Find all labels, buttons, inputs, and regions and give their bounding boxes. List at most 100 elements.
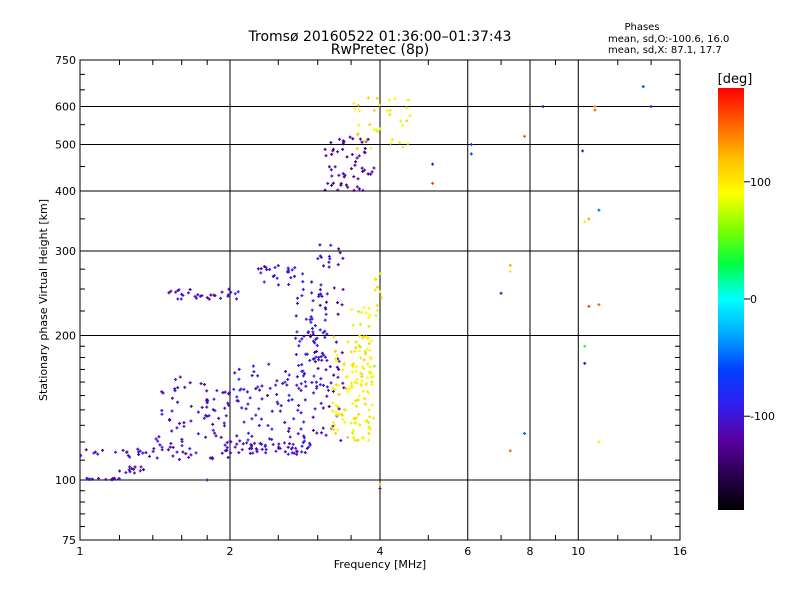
echo-point <box>302 372 306 376</box>
echo-point <box>295 383 299 387</box>
echo-point <box>368 365 372 369</box>
echo-point <box>364 420 368 424</box>
echo-point <box>260 384 264 388</box>
echo-point <box>275 392 279 396</box>
echo-point <box>330 174 334 178</box>
echo-point <box>358 334 362 338</box>
echo-point <box>342 140 346 144</box>
echo-point <box>401 145 405 149</box>
echo-point <box>211 457 215 461</box>
echo-point <box>324 300 328 304</box>
echo-point <box>368 349 372 353</box>
echo-point <box>353 399 357 403</box>
y-tick-label: 600 <box>55 101 76 114</box>
echo-point <box>469 152 473 156</box>
echo-point <box>308 318 312 322</box>
echo-point <box>160 412 164 416</box>
echo-point <box>333 165 337 169</box>
echo-point <box>341 381 345 385</box>
echo-point <box>297 404 301 408</box>
echo-point <box>338 251 342 255</box>
echo-point <box>375 128 379 132</box>
y-tick-label: 300 <box>55 245 76 258</box>
echo-point <box>323 147 327 151</box>
echo-point <box>121 448 125 452</box>
echo-point <box>334 410 338 414</box>
echo-point <box>238 439 242 443</box>
echo-point <box>308 443 312 447</box>
y-tick-label: 200 <box>55 330 76 343</box>
echo-point <box>254 387 258 391</box>
echo-point <box>226 401 230 405</box>
echo-point <box>357 154 361 158</box>
echo-point <box>329 243 333 247</box>
echo-point <box>313 324 317 328</box>
echo-point <box>306 445 310 449</box>
echo-point <box>250 374 254 378</box>
echo-point <box>80 454 82 458</box>
y-tick-label: 100 <box>55 474 76 487</box>
echo-point <box>326 181 330 185</box>
echo-point <box>268 386 272 390</box>
echo-point <box>174 378 178 382</box>
echo-point <box>292 417 296 421</box>
echo-point <box>341 287 345 291</box>
echo-point <box>366 137 370 141</box>
echo-point <box>196 293 200 297</box>
echo-point <box>249 445 253 449</box>
echo-point <box>154 437 158 441</box>
echo-point <box>215 389 219 393</box>
echo-point <box>304 384 308 388</box>
echo-point <box>335 365 339 369</box>
echo-point <box>156 439 160 443</box>
echo-point <box>359 356 363 360</box>
echo-point <box>286 445 290 449</box>
echo-point <box>130 467 134 471</box>
echo-point <box>241 442 245 446</box>
echo-point <box>293 266 297 270</box>
echo-point <box>246 402 250 406</box>
echo-point <box>362 335 366 339</box>
echo-point <box>299 388 303 392</box>
echo-point <box>128 470 132 474</box>
echo-point <box>362 436 366 440</box>
echo-point <box>311 428 315 432</box>
echo-point <box>331 181 335 185</box>
echo-point <box>321 426 325 430</box>
echo-point <box>229 290 233 294</box>
echo-point <box>353 421 357 425</box>
echo-point <box>338 137 342 141</box>
echo-point <box>204 435 208 439</box>
echo-point <box>253 441 257 445</box>
echo-point <box>320 358 324 362</box>
echo-point <box>313 351 317 355</box>
echo-point <box>358 345 362 349</box>
echo-point <box>227 403 231 407</box>
echo-point <box>388 113 392 117</box>
echo-point <box>85 476 89 480</box>
echo-point <box>355 381 359 385</box>
chart-title: Tromsø 20160522 01:36:00–01:37:43 <box>248 29 512 45</box>
echo-point <box>336 188 340 192</box>
echo-point <box>183 385 187 389</box>
echo-point <box>351 323 355 327</box>
echo-point <box>235 395 239 399</box>
echo-point <box>91 477 95 481</box>
echo-point <box>326 388 330 392</box>
echo-point <box>260 447 264 451</box>
echo-point <box>373 288 377 292</box>
echo-point <box>353 417 357 421</box>
echo-point <box>211 422 215 426</box>
echo-point <box>288 435 292 439</box>
echo-point <box>346 435 350 439</box>
echo-point <box>357 187 361 191</box>
echo-point <box>344 386 348 390</box>
echo-point <box>286 268 290 272</box>
echo-point <box>311 339 315 343</box>
echo-point <box>405 119 409 123</box>
echo-point <box>355 185 359 189</box>
echo-point <box>233 445 237 449</box>
echo-point <box>380 296 384 300</box>
echo-point <box>179 297 183 301</box>
echo-point <box>364 311 368 315</box>
